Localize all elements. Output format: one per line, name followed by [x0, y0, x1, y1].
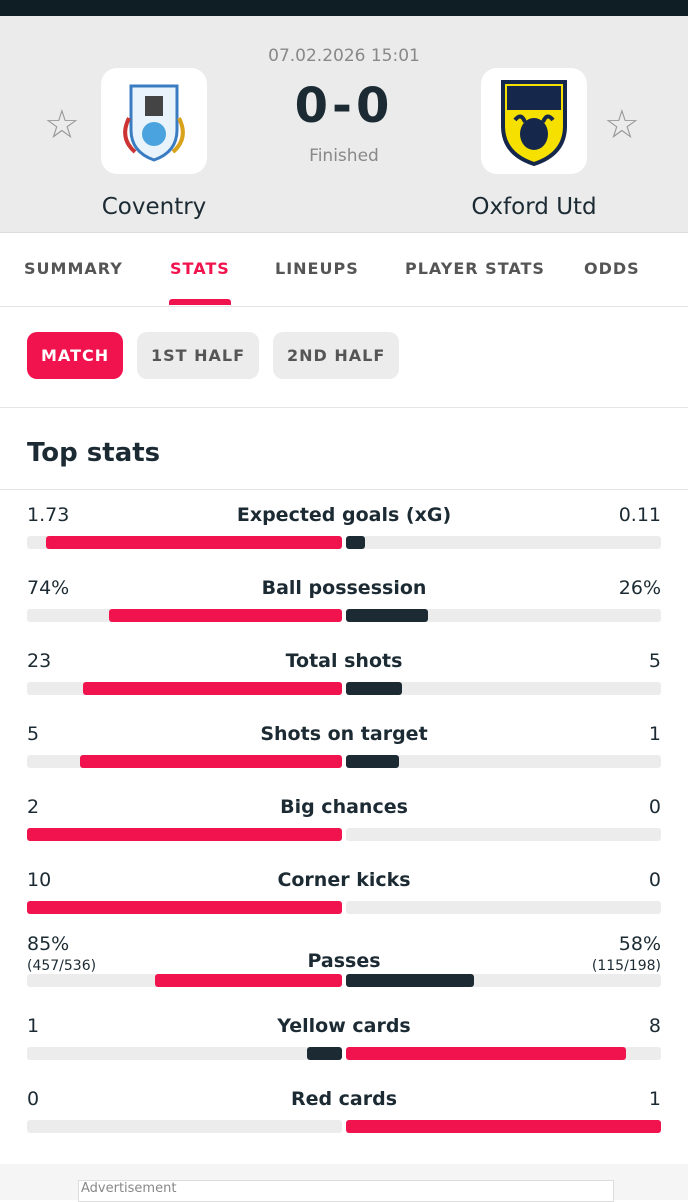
away-value: 58% [618, 933, 661, 955]
divider [0, 489, 688, 490]
home-value: 10 [27, 869, 52, 891]
home-bar [83, 682, 342, 695]
stat-row: Big chances 2 0 [0, 782, 688, 855]
crest [501, 80, 567, 167]
stat-row: Red cards 0 1 [0, 1074, 688, 1147]
ad-label: Advertisement [78, 1180, 614, 1202]
away-score: 0 [355, 78, 394, 134]
stat-label: Expected goals (xG) [236, 504, 452, 526]
away-value: 5 [648, 650, 661, 672]
bar-track [27, 1047, 342, 1060]
home-detail: (457/536) [27, 958, 97, 974]
away-bar [346, 1047, 626, 1060]
home-bar [307, 1047, 342, 1060]
away-value: 0 [648, 796, 661, 818]
match-status: Finished [309, 146, 379, 166]
stat-row: Expected goals (xG) 1.73 0.11 [0, 490, 688, 563]
match-header: ☆ ☆ 07.02.2026 15:01 0-0 Finished Covent… [0, 16, 688, 233]
stat-label: Ball possession [261, 577, 427, 599]
tab[interactable]: SUMMARY [24, 259, 123, 278]
home-value: 5 [27, 723, 40, 745]
stat-label: Total shots [285, 650, 403, 672]
stat-row: Corner kicks 10 0 [0, 855, 688, 928]
home-value: 85% [27, 933, 70, 955]
tab[interactable]: ODDS [584, 259, 640, 278]
stat-row: Shots on target 5 1 [0, 709, 688, 782]
stat-label: Passes [307, 950, 381, 972]
filter-button[interactable]: 2ND HALF [273, 332, 400, 379]
home-value: 1.73 [27, 504, 70, 526]
home-team[interactable]: Coventry [101, 194, 207, 220]
section-title: Top stats [27, 438, 161, 468]
home-value: 23 [27, 650, 52, 672]
tab-underline [169, 299, 231, 305]
stats-list: Expected goals (xG) 1.73 0.11 Ball possessi… [0, 490, 688, 1180]
tab[interactable]: PLAYER STATS [405, 259, 545, 278]
filter-button[interactable]: MATCH [27, 332, 124, 379]
away-bar [346, 974, 474, 987]
stat-label: Yellow cards [277, 1015, 411, 1037]
home-value: 0 [27, 1088, 40, 1110]
status-bar [0, 0, 688, 16]
away-logo [481, 68, 587, 174]
away-bar [346, 682, 403, 695]
match-datetime: 07.02.2026 15:01 [268, 46, 420, 66]
away-bar [346, 755, 399, 768]
stat-row: Total shots 23 5 [0, 636, 688, 709]
away-value: 8 [648, 1015, 661, 1037]
stat-row: Ball possession 74% 26% [0, 563, 688, 636]
home-bar [154, 974, 342, 987]
ad-bar: Advertisement [0, 1164, 688, 1202]
away-bar [346, 609, 428, 622]
stat-label: Corner kicks [277, 869, 411, 891]
filter-button[interactable]: 1ST HALF [137, 332, 260, 379]
tab[interactable]: STATS [170, 259, 230, 278]
stat-row: Passes 85% 58% (457/536) (115/198) [0, 928, 688, 1001]
tab[interactable]: LINEUPS [275, 259, 359, 278]
home-value: 2 [27, 796, 40, 818]
home-score: 0 [294, 78, 333, 134]
away-bar [346, 536, 365, 549]
score-separator: - [332, 78, 356, 134]
bar-track [346, 682, 661, 695]
home-value: 1 [27, 1015, 40, 1037]
stat-label: Red cards [290, 1088, 398, 1110]
crest [123, 84, 185, 162]
favorite-star[interactable]: ☆ [604, 102, 640, 148]
away-value: 26% [618, 577, 661, 599]
favorite-star[interactable]: ☆ [44, 102, 80, 148]
home-value: 74% [27, 577, 70, 599]
home-bar [27, 901, 342, 914]
bar-track [346, 755, 661, 768]
home-bar [45, 536, 342, 549]
home-bar [108, 609, 342, 622]
stat-row: Yellow cards 1 8 [0, 1001, 688, 1074]
home-bar [27, 828, 342, 841]
away-value: 0 [648, 869, 661, 891]
tab-bar: SUMMARY STATS LINEUPS PLAYER STATS ODDS [0, 233, 688, 307]
away-value: 1 [648, 723, 661, 745]
away-value: 0.11 [618, 504, 661, 526]
away-value: 1 [648, 1088, 661, 1110]
away-team[interactable]: Oxford Utd [471, 194, 597, 220]
bar-track [27, 1120, 342, 1133]
home-bar [79, 755, 342, 768]
score: 0-0 [0, 78, 688, 134]
bar-track [346, 901, 661, 914]
stat-label: Big chances [280, 796, 408, 818]
away-bar [346, 1120, 661, 1133]
bar-track [346, 536, 661, 549]
home-logo [101, 68, 207, 174]
away-detail: (115/198) [591, 958, 661, 974]
bar-track [346, 828, 661, 841]
period-filter: MATCH 1ST HALF 2ND HALF [0, 307, 688, 408]
stat-label: Shots on target [260, 723, 428, 745]
